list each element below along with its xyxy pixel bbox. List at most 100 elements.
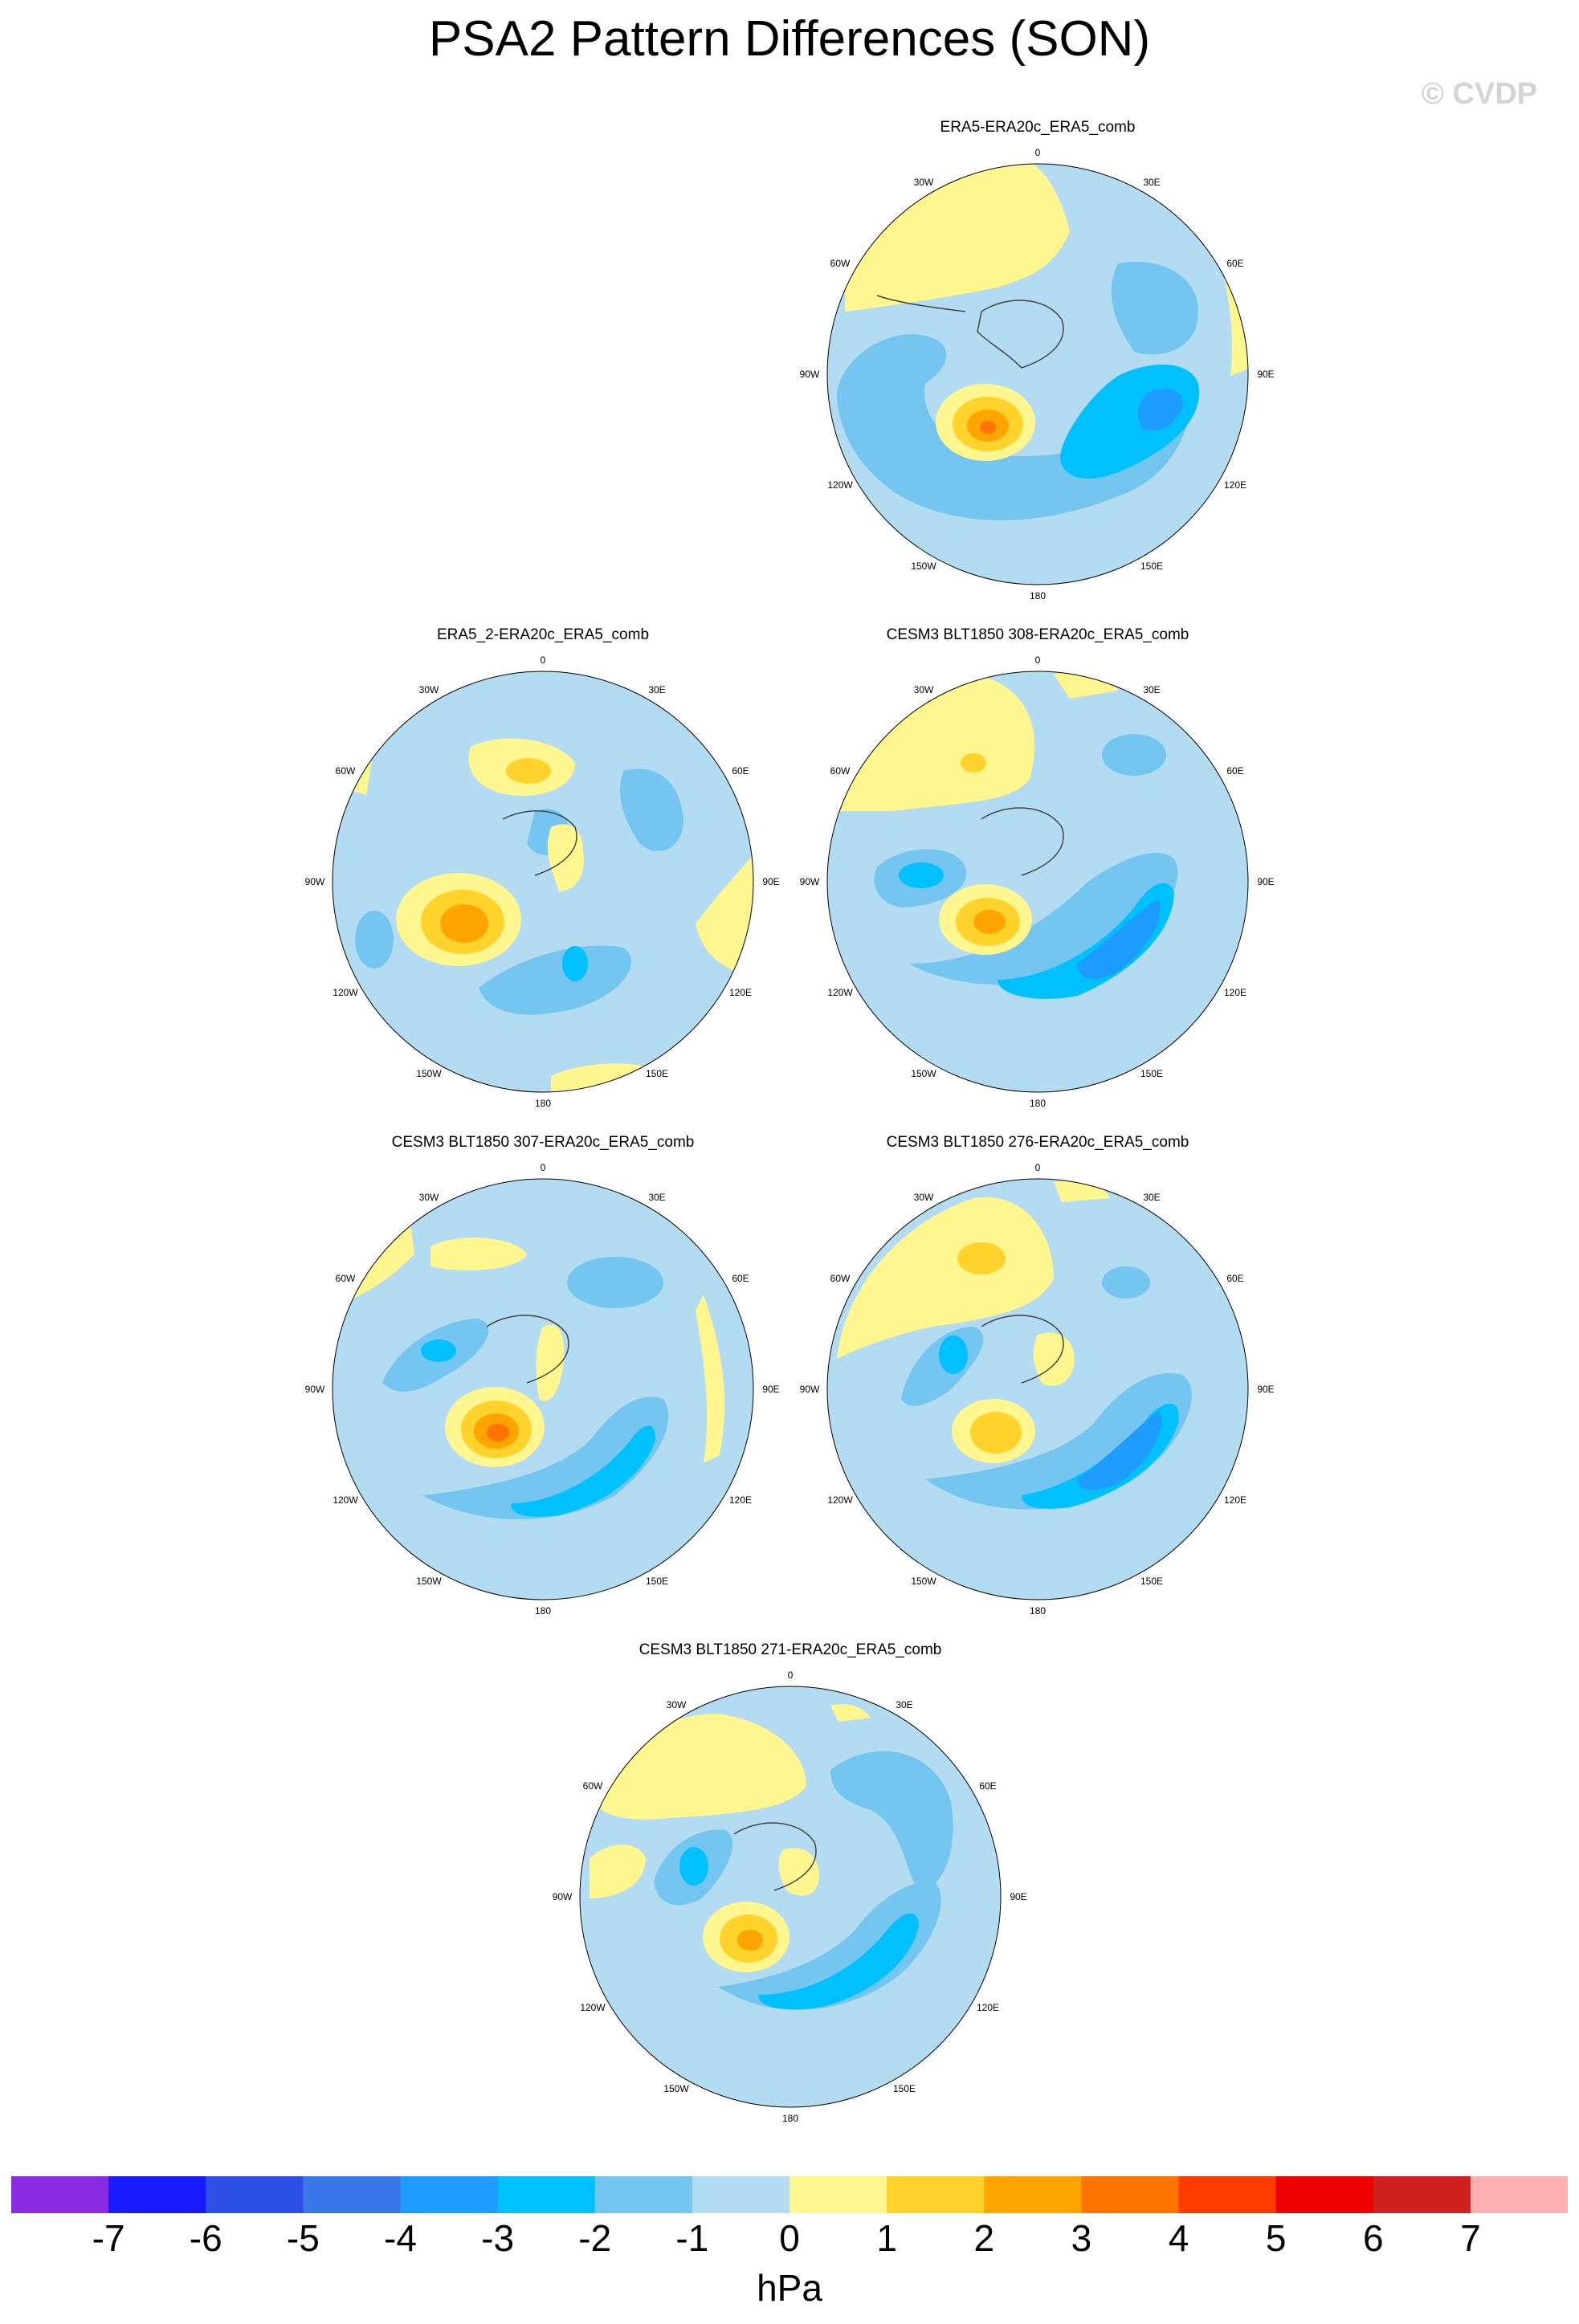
polar-map: 0 30E 60E 90E 120E 150E 180 150W 120W 90W 60W 30W (800, 147, 1275, 601)
panel-title: ERA5-ERA20c_ERA5_comb (940, 119, 1136, 136)
positive-anomaly-region (430, 1237, 527, 1270)
longitude-label: 30E (1143, 684, 1160, 695)
longitude-label: 150E (1140, 1576, 1163, 1587)
longitude-label: 60W (830, 258, 851, 269)
positive-anomaly-region (845, 164, 1070, 312)
colorbar-tick-label: -7 (92, 2217, 125, 2259)
colorbar-box (497, 2176, 596, 2213)
longitude-labels: 0 30E 60E 90E 120E 150E 180 150W 120W 90W 60W 30W (800, 1162, 1275, 1617)
colorbar-tick-label: -2 (578, 2217, 612, 2259)
longitude-label: 90E (1257, 369, 1274, 380)
polar-map: 0 30E 60E 90E 120E 150E 180 150W 120W 90W 60W 30W (305, 1162, 780, 1617)
longitude-labels: 0 30E 60E 90E 120E 150E 180 150W 120W 90W 60W 30W (553, 1670, 1027, 2124)
longitude-label: 150E (1140, 561, 1163, 572)
longitude-label: 120W (827, 479, 853, 491)
longitude-label: 120E (977, 2002, 999, 2013)
map-panel-cesm3-276: CESM3 BLT1850 276-ERA20c_ERA5_comb 0 30E 6… (800, 1134, 1275, 1617)
positive-anomaly-region (980, 421, 996, 434)
colorbar-tick-label: 4 (1168, 2217, 1189, 2259)
positive-anomaly-region (440, 904, 488, 943)
longitude-label: 180 (1030, 1605, 1046, 1617)
longitude-label: 90E (762, 1384, 779, 1395)
coastline (502, 810, 577, 876)
map-boundary (332, 1178, 754, 1600)
colorbar-box (887, 2176, 985, 2213)
cvdp-watermark: © CVDP (1421, 77, 1537, 111)
positive-anomaly-region (830, 1704, 871, 1722)
positive-anomaly-region (590, 1845, 646, 1898)
longitude-label: 120E (1224, 987, 1246, 998)
longitude-label: 150E (646, 1068, 668, 1079)
longitude-label: 90W (553, 1891, 573, 1902)
longitude-label: 60W (336, 1273, 356, 1284)
longitude-labels: 0 30E 60E 90E 120E 150E 180 150W 120W 90W 60W 30W (305, 654, 780, 1109)
positive-anomaly-region (696, 851, 753, 980)
map-boundary (826, 163, 1249, 585)
longitude-label: 30W (419, 684, 439, 695)
negative-anomaly-region (1102, 734, 1166, 776)
longitude-label: 180 (1030, 590, 1046, 601)
longitude-label: 0 (541, 654, 546, 666)
longitude-labels: 0 30E 60E 90E 120E 150E 180 150W 120W 90W 60W 30W (305, 1162, 780, 1617)
map-panel-era5: ERA5-ERA20c_ERA5_comb 0 30E 60E 90E 120E 150E… (800, 119, 1275, 601)
positive-anomaly-region (970, 1412, 1022, 1454)
map-boundary (826, 1178, 1249, 1600)
longitude-label: 30E (1143, 177, 1160, 188)
map-panel-cesm3-271: CESM3 BLT1850 271-ERA20c_ERA5_comb 0 30E 6… (553, 1641, 1027, 2124)
longitude-label: 60E (732, 1273, 749, 1284)
map-panel-cesm3-308: CESM3 BLT1850 308-ERA20c_ERA5_comb 0 30E 6… (800, 626, 1275, 1109)
longitude-label: 60E (979, 1780, 996, 1792)
longitude-label: 90E (1010, 1891, 1026, 1902)
colorbar-box (303, 2176, 402, 2213)
longitude-label: 120W (580, 2002, 606, 2013)
longitude-label: 30E (648, 1192, 665, 1203)
colorbar-box (108, 2176, 206, 2213)
negative-anomaly-region (562, 946, 588, 981)
map-boundary (826, 671, 1249, 1093)
panel-title: CESM3 BLT1850 308-ERA20c_ERA5_comb (886, 626, 1189, 643)
polar-map: 0 30E 60E 90E 120E 150E 180 150W 120W 90W 60W 30W (305, 654, 780, 1109)
negative-anomaly-region (1102, 1266, 1150, 1299)
colorbar-box (594, 2176, 693, 2213)
longitude-label: 180 (535, 1098, 551, 1109)
longitude-label: 30W (914, 1192, 934, 1203)
negative-anomaly-region (355, 911, 394, 968)
longitude-label: 90W (800, 876, 820, 887)
negative-anomaly-region (830, 1751, 953, 1890)
negative-anomaly-region (758, 1913, 919, 2010)
negative-anomaly-region (718, 1882, 941, 2010)
longitude-label: 30W (667, 1699, 687, 1710)
panel-title: ERA5_2-ERA20c_ERA5_comb (436, 626, 650, 643)
colorbar-box (206, 2176, 304, 2213)
coastline (981, 1315, 1064, 1384)
longitude-label: 60W (830, 765, 851, 777)
negative-anomaly-region (899, 862, 944, 888)
longitude-label: 120W (333, 987, 358, 998)
longitude-label: 60E (1226, 765, 1243, 777)
positive-anomaly-region (536, 1324, 565, 1401)
longitude-label: 120E (1224, 1494, 1246, 1506)
longitude-label: 0 (1035, 147, 1041, 158)
longitude-label: 150W (911, 1068, 936, 1079)
longitude-label: 120E (1224, 479, 1246, 491)
longitude-label: 60E (732, 765, 749, 777)
longitude-label: 150E (1140, 1068, 1163, 1079)
coastline (486, 1315, 569, 1384)
coastline (876, 295, 966, 312)
colorbar-tick-label: -6 (189, 2217, 222, 2259)
coastline (733, 1822, 817, 1891)
longitude-label: 180 (1030, 1098, 1046, 1109)
colorbar-tick-label: 1 (876, 2217, 897, 2259)
colorbar-box (1081, 2176, 1180, 2213)
longitude-label: 180 (782, 2113, 798, 2124)
colorbar-box (790, 2176, 887, 2213)
negative-anomaly-region (1111, 262, 1198, 355)
positive-anomaly-region (957, 1242, 1006, 1274)
map-boundary (579, 1686, 1002, 2108)
longitude-label: 0 (1035, 1162, 1041, 1173)
polar-map: 0 30E 60E 90E 120E 150E 180 150W 120W 90W 60W 30W (553, 1670, 1027, 2124)
colorbar-box (1178, 2176, 1277, 2213)
panel-title: CESM3 BLT1850 276-ERA20c_ERA5_comb (886, 1134, 1189, 1151)
map-panel-era5-2: ERA5_2-ERA20c_ERA5_comb 0 30E 60E 90E 120E 15… (305, 626, 780, 1109)
longitude-label: 90E (1257, 876, 1274, 887)
